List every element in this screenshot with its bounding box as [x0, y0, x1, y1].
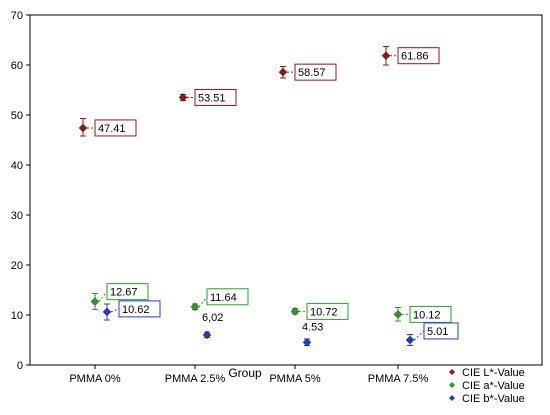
y-tick-label: 50 — [11, 110, 23, 122]
legend-marker — [449, 382, 455, 388]
data-label-box — [94, 119, 137, 137]
data-label: 12.67 — [110, 287, 138, 299]
data-label: 10.72 — [310, 306, 338, 318]
data-label-box — [118, 300, 161, 318]
x-tick-label: PMMA 0% — [69, 373, 121, 385]
legend-entry: CIE b*-Value — [462, 393, 525, 405]
y-tick-label: 20 — [11, 260, 23, 272]
data-label-box — [397, 47, 440, 65]
y-tick-label: 40 — [11, 160, 23, 172]
data-label: 10.12 — [413, 309, 441, 321]
x-tick-label: PMMA 7.5% — [368, 373, 429, 385]
y-tick-label: 60 — [11, 60, 23, 72]
plot-frame — [29, 14, 543, 366]
data-label: 47.41 — [98, 123, 126, 135]
data-label-box — [206, 288, 249, 306]
legend-marker — [449, 395, 455, 401]
x-tick-label: PMMA 5% — [269, 373, 321, 385]
data-label: 10.62 — [122, 304, 150, 316]
label-leader — [413, 330, 425, 341]
series-2: 10.62 6,02 4.53 5.01 — [102, 300, 459, 347]
data-label-box — [294, 63, 337, 81]
x-tick-label: PMMA 2.5% — [165, 373, 226, 385]
data-point — [190, 302, 200, 312]
legend-marker — [449, 369, 455, 375]
data-label: 61.86 — [401, 51, 429, 63]
y-tick-label: 0 — [17, 360, 23, 372]
data-label-box — [194, 88, 237, 106]
data-label: 11.64 — [210, 292, 237, 304]
data-label-box — [423, 322, 459, 340]
y-tick-label: 10 — [11, 310, 23, 322]
data-point — [290, 307, 300, 316]
data-label: 4.53 — [302, 321, 323, 333]
data-point — [102, 307, 112, 317]
label-leader — [98, 291, 108, 302]
data-point — [302, 337, 312, 347]
data-label: 53.51 — [198, 92, 226, 104]
data-point — [381, 51, 391, 61]
data-label-box — [409, 305, 452, 323]
y-tick-label: 70 — [11, 10, 23, 22]
series-1: 12.67 11.64 10.72 10.12 — [90, 283, 452, 323]
axes: 0 10 20 30 40 50 60 70 PMMA 0% PMMA 2.5% PMMA 5% PM… — [11, 10, 429, 385]
data-label: 6,02 — [202, 312, 223, 324]
data-label-box — [106, 283, 149, 301]
data-label: 5.01 — [427, 326, 448, 338]
data-label-box — [306, 302, 349, 320]
series-layer: 47.41 53.51 58.57 61.86 12.67 11.64 10.72 10.12… — [78, 46, 459, 347]
data-point — [393, 310, 403, 319]
legend-entry: CIE a*-Value — [462, 380, 525, 392]
data-point — [90, 297, 100, 307]
label-leader — [198, 296, 208, 308]
data-point — [405, 335, 415, 345]
label-leader — [110, 308, 120, 313]
data-point — [78, 123, 88, 133]
data-point — [278, 67, 288, 77]
data-label: 58.57 — [298, 67, 326, 79]
data-point — [202, 330, 212, 340]
y-tick-label: 30 — [11, 210, 23, 222]
x-axis-label: Group — [228, 366, 262, 380]
legend-entry: CIE L*-Value — [462, 367, 525, 379]
series-0: 47.41 53.51 58.57 61.86 — [78, 46, 440, 137]
data-point — [178, 93, 188, 102]
